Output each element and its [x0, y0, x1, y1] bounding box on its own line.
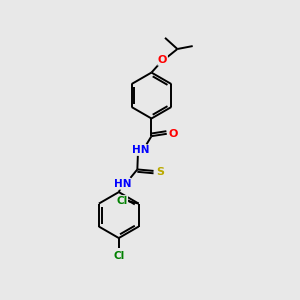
Text: S: S — [156, 167, 164, 177]
Text: O: O — [158, 55, 167, 65]
Text: Cl: Cl — [116, 196, 128, 206]
Text: HN: HN — [115, 179, 132, 189]
Text: O: O — [169, 129, 178, 139]
Text: HN: HN — [131, 145, 149, 155]
Text: Cl: Cl — [113, 251, 124, 261]
